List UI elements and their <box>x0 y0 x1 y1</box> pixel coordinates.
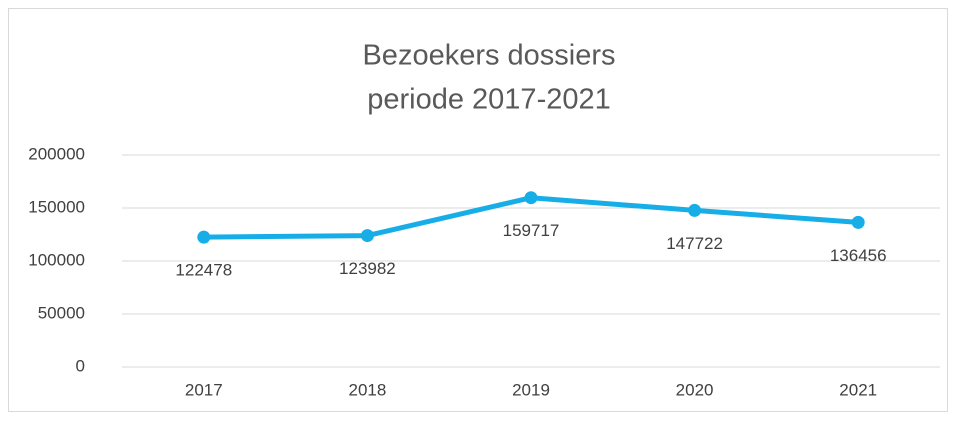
marker <box>688 203 702 217</box>
y-tick-label: 200000 <box>28 144 85 163</box>
marker <box>524 191 538 205</box>
data-label: 147722 <box>666 234 723 253</box>
y-tick-label: 0 <box>76 356 85 375</box>
chart-title: periode 2017-2021 <box>367 84 610 116</box>
y-tick-label: 50000 <box>38 303 85 322</box>
data-label: 136456 <box>830 246 887 265</box>
data-label: 123982 <box>339 259 396 278</box>
x-tick-label: 2021 <box>839 380 877 399</box>
data-label: 159717 <box>503 221 560 240</box>
chart-title: Bezoekers dossiers <box>362 40 615 72</box>
marker <box>851 215 865 229</box>
marker <box>360 229 374 243</box>
y-tick-label: 150000 <box>28 197 85 216</box>
y-tick-label: 100000 <box>28 250 85 269</box>
data-label: 122478 <box>175 261 232 280</box>
marker <box>197 230 211 244</box>
x-tick-label: 2020 <box>676 380 714 399</box>
x-tick-label: 2018 <box>348 380 386 399</box>
x-tick-label: 2019 <box>512 380 550 399</box>
x-tick-label: 2017 <box>185 380 223 399</box>
